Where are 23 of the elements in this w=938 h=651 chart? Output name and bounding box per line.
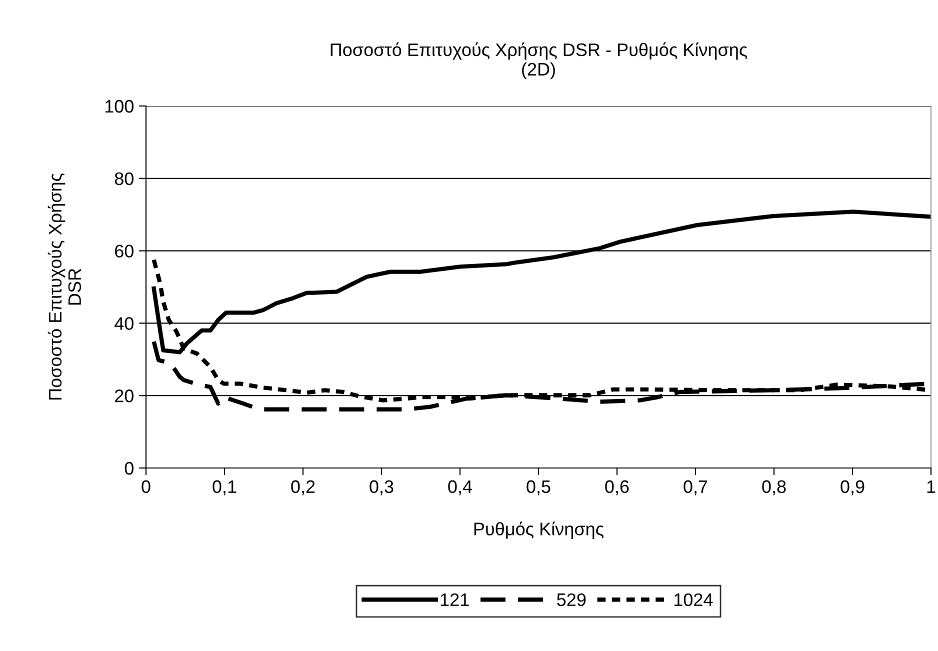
x-tick-label: 0,1 — [212, 480, 236, 496]
y-tick-label: 80 — [114, 172, 134, 186]
x-tick-label: 0,7 — [684, 480, 708, 496]
x-tick-label: 0,9 — [840, 480, 864, 496]
y-tick-label: 100 — [105, 100, 134, 113]
y-axis-title: Ποσοστό Επιτυχούς Χρήσης DSR — [48, 174, 82, 400]
x-axis-title: Ρυθμός Κίνησης — [474, 522, 604, 539]
legend-label: 121 — [440, 593, 469, 606]
y-tick-label: 40 — [114, 317, 134, 330]
x-tick-label: 0,3 — [370, 480, 394, 496]
x-tick-label: 0,6 — [605, 480, 629, 496]
legend-label: 1024 — [674, 593, 713, 606]
x-tick-label: 0,4 — [448, 480, 472, 496]
x-tick-label: 0 — [142, 480, 150, 494]
legend-label: 529 — [557, 593, 586, 606]
x-tick-label: 1 — [927, 480, 936, 493]
y-tick-label: 20 — [115, 390, 134, 402]
y-tick-label: 60 — [115, 244, 134, 258]
x-tick-label: 0,2 — [291, 480, 315, 496]
x-tick-label: 0,8 — [762, 480, 786, 496]
chart-title: Ποσοστό Επιτυχούς Χρήσης DSR - Ρυθμός Κίνησης (2D) — [330, 42, 748, 80]
x-tick-label: 0,5 — [526, 480, 550, 496]
y-tick-label: 0 — [124, 462, 134, 475]
